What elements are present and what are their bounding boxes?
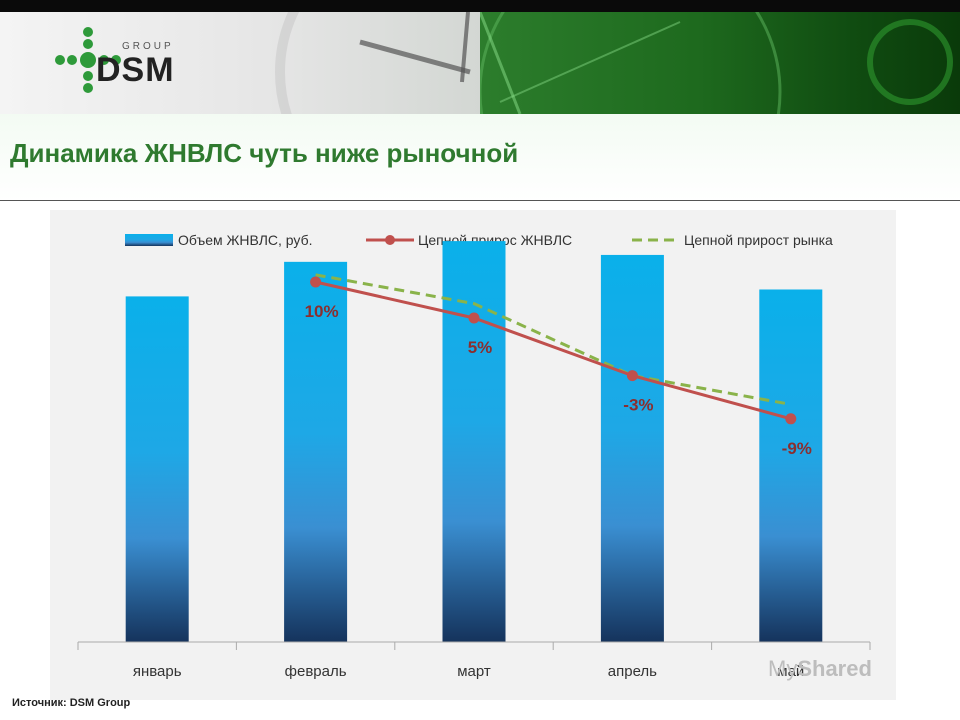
data-label-март: 5% (468, 338, 493, 357)
dsm-logo (52, 26, 192, 98)
logo-dots-icon (55, 27, 121, 93)
point-zhnvls-май (785, 413, 797, 425)
data-label-май: -9% (782, 439, 812, 458)
header-banner (0, 12, 960, 114)
bar-февраль (284, 261, 348, 642)
bar-май (759, 289, 823, 642)
source-note: Источник: DSM Group (12, 697, 131, 709)
bar-апрель (600, 254, 664, 642)
point-zhnvls-март (468, 312, 480, 324)
watermark-prefix: My (768, 656, 798, 681)
banner-clock-image (0, 12, 565, 114)
watermark: MyShared (768, 656, 872, 682)
point-zhnvls-апрель (626, 370, 638, 382)
series-market-line (315, 273, 792, 406)
point-zhnvls-февраль (310, 276, 322, 288)
watermark-brand: Shared (797, 656, 872, 681)
x-tick-label-январь: январь (133, 663, 182, 680)
data-label-апрель: -3% (623, 396, 653, 415)
legend-bar-label: Объем ЖНВЛС, руб. (178, 232, 312, 248)
x-tick-label-февраль: февраль (285, 663, 347, 680)
bar-март (442, 241, 506, 642)
chart-svg: Объем ЖНВЛС, руб. Цепной прирос ЖНВЛС Цепн… (77, 232, 871, 680)
legend-market-label: Цепной прирост рынка (684, 232, 833, 248)
legend-zhnvls-marker (385, 235, 395, 245)
banner-green-clock-image (478, 12, 960, 114)
chart-container: Объем ЖНВЛС, руб. Цепной прирос ЖНВЛС Цепн… (50, 210, 896, 700)
logo-group-text: GROUP (122, 41, 174, 52)
page-title: Динамика ЖНВЛС чуть ниже рыночной (10, 138, 519, 168)
data-label-февраль: 10% (305, 302, 339, 321)
series-zhnvls-line (315, 280, 792, 421)
title-area (0, 114, 960, 201)
x-tick-label-март: март (457, 663, 491, 680)
logo-text: DSM (96, 51, 175, 89)
x-tick-label-апрель: апрель (608, 663, 657, 680)
green-clock-illustration (478, 12, 953, 114)
top-bar (0, 0, 960, 12)
bar-январь (125, 296, 189, 642)
legend-bar-swatch (125, 234, 173, 246)
x-tick-label-май: май (777, 663, 804, 680)
